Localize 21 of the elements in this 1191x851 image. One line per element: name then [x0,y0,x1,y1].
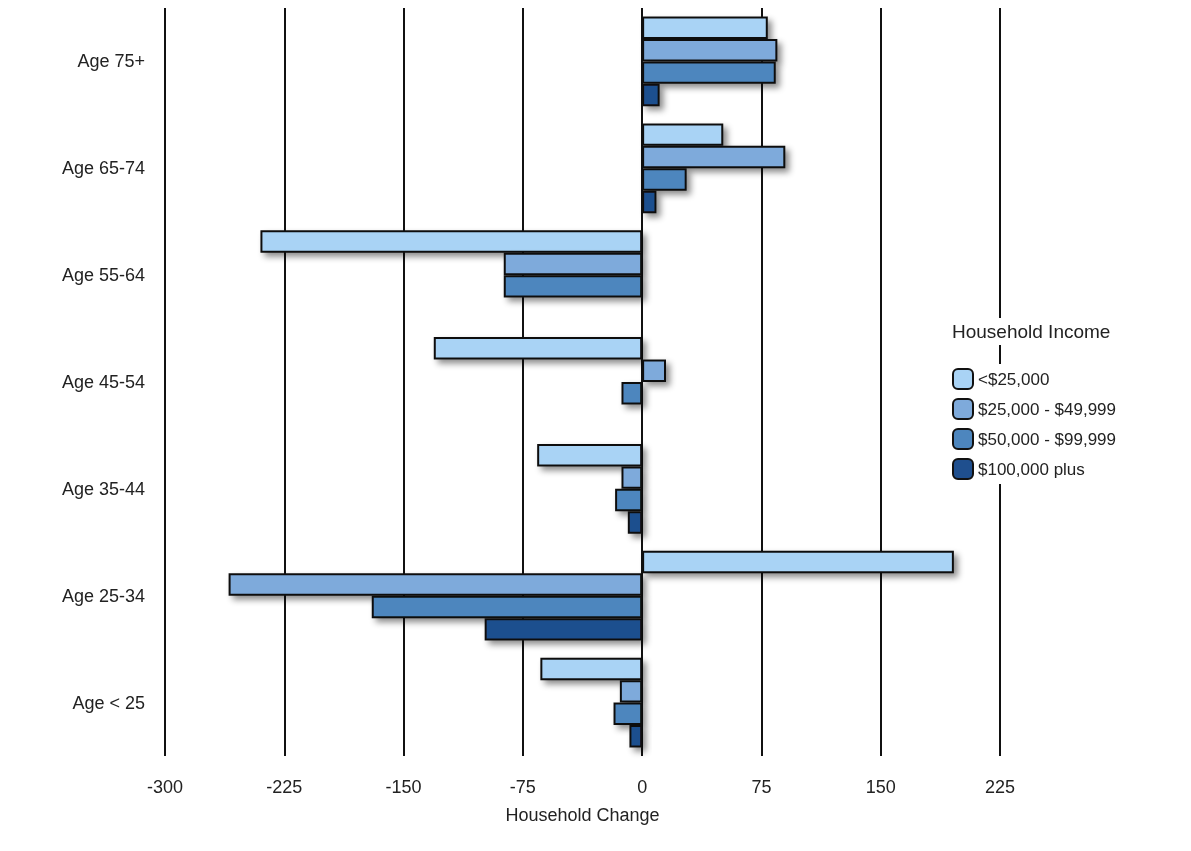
x-tick-label: -225 [266,777,303,797]
y-tick-label: Age 25-34 [61,585,145,606]
y-tick-label: Age 35-44 [61,478,145,499]
x-tick-label: 75 [751,777,772,797]
x-tick-label: 225 [984,777,1016,797]
legend-label: $100,000 plus [978,459,1085,479]
x-tick-label: 0 [637,777,648,797]
x-tick-label: -150 [385,777,422,797]
legend-label: <$25,000 [978,369,1050,389]
y-tick-label: Age 45-54 [61,372,145,392]
x-tick-label: -300 [146,777,184,797]
legend-title: Household Income [952,321,1111,342]
y-tick-label: Age < 25 [72,692,145,713]
y-tick-label: Age 75+ [77,51,145,72]
y-tick-label: Age 65-74 [61,158,145,179]
legend-label: $50,000 - $99,999 [978,429,1117,449]
x-tick-label: 150 [865,777,896,797]
legend-label: $25,000 - $49,999 [978,399,1117,419]
x-axis-title: Household Change [505,805,660,825]
y-tick-label: Age 55-64 [61,265,145,286]
x-tick-label: -75 [509,777,536,797]
